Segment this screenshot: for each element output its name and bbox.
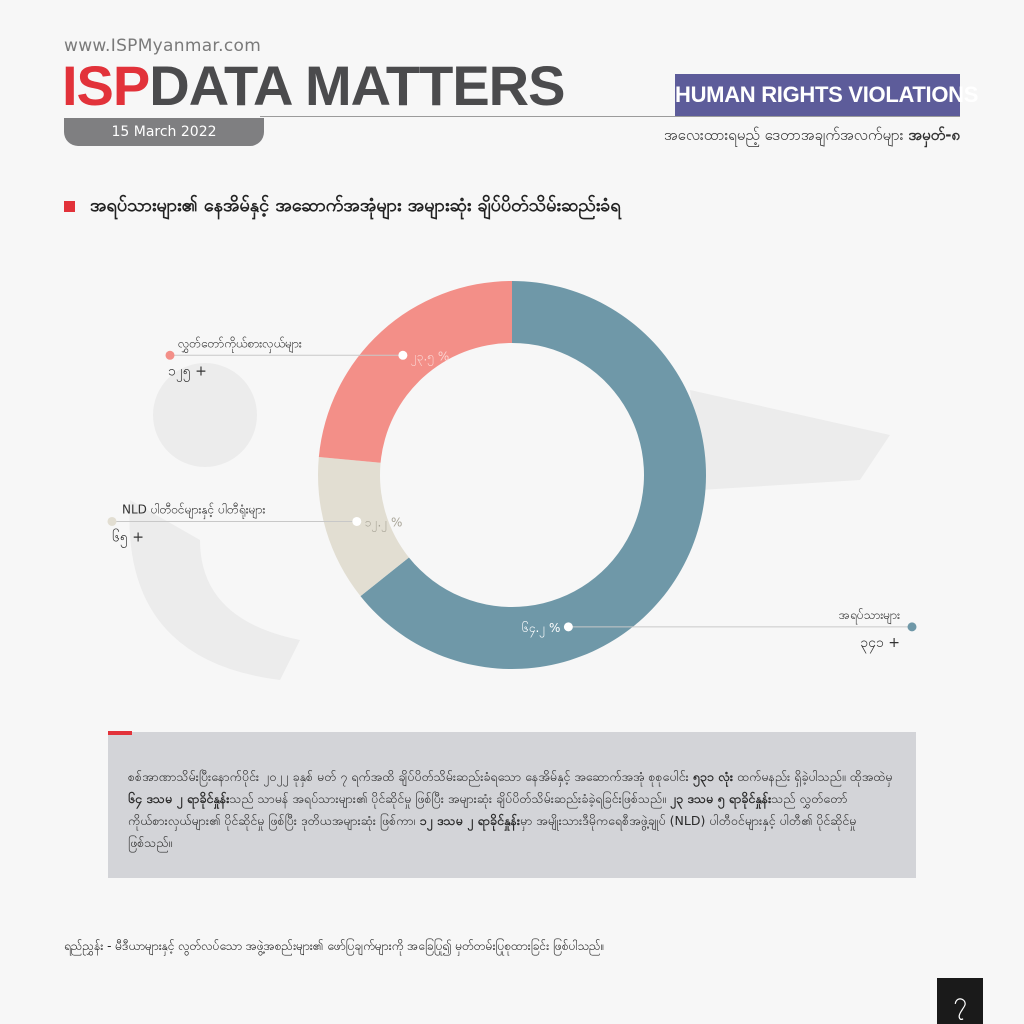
- slice-category-label: လွှတ်တော်ကိုယ်စားလှယ်များ: [178, 335, 302, 353]
- summary-part: စစ်အာဏာသိမ်းပြီးနောက်ပိုင်း ၂၀၂၂ ခုနှစ် …: [128, 769, 693, 784]
- isp-watermark: [129, 363, 890, 680]
- slice-count-label: ၃၄၁ +: [860, 635, 900, 653]
- summary-part: သည် သာမန် အရပ်သားများ၏ ပိုင်ဆိုင်မှု ဖြစ…: [229, 791, 670, 806]
- legend-dot: [107, 516, 117, 526]
- page-number: ၇: [937, 978, 983, 1024]
- header-divider: [260, 116, 960, 117]
- category-badge: HUMAN RIGHTS VIOLATIONS: [675, 74, 978, 116]
- summary-accent: [108, 731, 132, 735]
- watermark-dot: [153, 363, 257, 467]
- slice-marker: [563, 622, 573, 632]
- watermark-curve: [129, 500, 300, 680]
- site-url[interactable]: www.ISPMyanmar.com: [64, 36, 262, 56]
- fact-label: အလေးထားရမည့် ဒေတာအချက်အလက်များ အမှတ်-၈: [664, 126, 960, 148]
- slice-percent-label: ၂၃.၅ %: [411, 349, 449, 366]
- summary-part: ထက်မနည်း ရှိခဲ့ပါသည်။ ထိုအထဲမှ: [733, 769, 893, 784]
- donut-slice: [360, 281, 706, 670]
- slice-percent-label: ၁၂.၂ %: [365, 515, 403, 532]
- donut-slices: [317, 281, 706, 670]
- fact-label-prefix: အလေးထားရမည့် ဒေတာအချက်အလက်များ: [663, 126, 904, 144]
- fact-label-number: အမှတ်-၈: [908, 126, 960, 144]
- summary-part: သည် လွှတ်တော်ကိုယ်စားလှယ်များ၏ ပိုင်ဆိုင…: [128, 791, 848, 828]
- donut-slice: [317, 457, 409, 597]
- title-marker: [64, 201, 75, 212]
- slice-marker: [398, 350, 408, 360]
- watermark-arrow: [690, 390, 890, 490]
- summary-part: မှာ အမျိုးသားဒီမိုကရေစီအဖွဲ့ချုပ် (NLD) …: [128, 813, 857, 850]
- brand-logo: ISPDATA MATTERS: [62, 54, 565, 117]
- summary-highlight: ၁၂ ဒသမ ၂ ရာခိုင်နှုန်း: [419, 813, 521, 828]
- slice-count-label: ၁၂၅ +: [168, 363, 207, 381]
- slice-category-label: အရပ်သားများ: [839, 607, 900, 625]
- slice-percent-label: ၆၄.၂ %: [522, 620, 560, 638]
- summary-panel: စစ်အာဏာသိမ်းပြီးနောက်ပိုင်း ၂၀၂၂ ခုနှစ် …: [108, 732, 916, 878]
- donut-callouts: ၆၄.၂ % အရပ်သားများ၃၄၁ + ၁၂.၂ % NLD ပါတီဝင်မ…: [107, 335, 917, 653]
- legend-dot: [165, 350, 175, 360]
- summary-highlight: ၅၃၁ လုံး: [692, 769, 734, 784]
- donut-chart: ၆၄.၂ % အရပ်သားများ၃၄၁ + ၁၂.၂ % NLD ပါတီဝင်မ…: [107, 281, 917, 680]
- source-note: ရည်ညွှန်း - မီဒီယာများနှင့် လွတ်လပ်သော အ…: [64, 939, 605, 953]
- chart-title: အရပ်သားများ၏ နေအိမ်နှင့် အဆောက်အအုံများ …: [90, 195, 621, 216]
- brand-isp: ISP: [62, 54, 150, 117]
- summary-highlight: ၂၃ ဒသမ ၅ ရာခိုင်နှုန်း: [669, 791, 772, 806]
- brand-title: DATA MATTERS: [149, 54, 565, 117]
- summary-text: စစ်အာဏာသိမ်းပြီးနောက်ပိုင်း ၂၀၂၂ ခုနှစ် …: [128, 766, 896, 854]
- slice-count-label: ၆၅ +: [112, 529, 144, 547]
- donut-slice: [318, 281, 512, 463]
- summary-highlight: ၆၄ ဒသမ ၂ ရာခိုင်နှုန်း: [128, 791, 230, 806]
- legend-dot: [907, 622, 917, 632]
- date-badge: 15 March 2022: [64, 118, 264, 146]
- slice-category-label: NLD ပါတီဝင်များနှင့် ပါတီရုံးများ: [122, 501, 265, 519]
- slice-marker: [352, 516, 362, 526]
